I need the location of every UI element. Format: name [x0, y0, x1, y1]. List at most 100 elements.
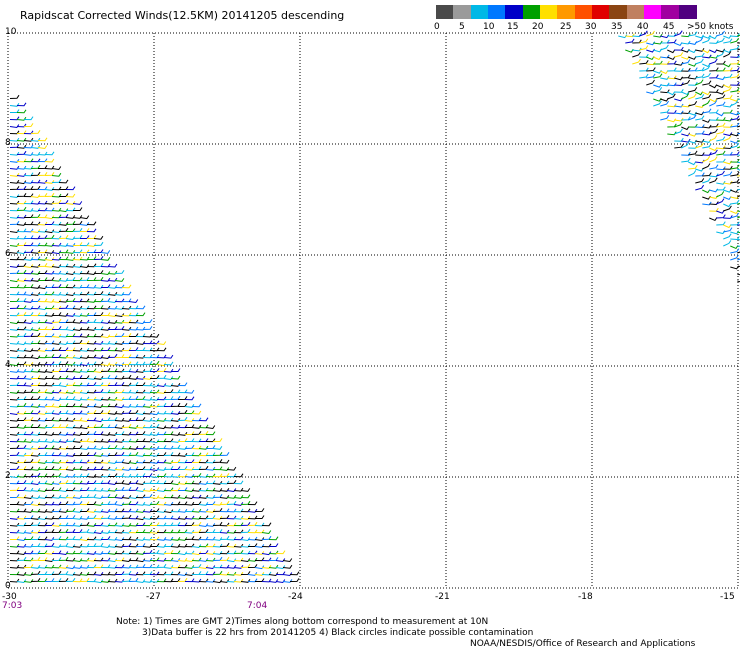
wind-barb [44, 487, 55, 491]
wind-barb [142, 319, 153, 323]
wind-barb [93, 256, 104, 260]
wind-barb [212, 501, 223, 506]
wind-barb [16, 368, 27, 373]
wind-barb [667, 103, 677, 108]
wind-barb [37, 256, 48, 261]
wind-barb [37, 348, 48, 352]
wind-barb [65, 277, 76, 281]
wind-barb [44, 537, 55, 541]
wind-barb [737, 168, 740, 171]
wind-barb [114, 347, 125, 352]
wind-barb [219, 529, 230, 534]
wind-barb [72, 220, 83, 225]
wind-barb [723, 135, 732, 142]
wind-barb [65, 565, 76, 570]
wind-barb [107, 551, 118, 555]
wind-barb [163, 424, 174, 429]
wind-barb [30, 521, 41, 526]
wind-barb [93, 270, 104, 274]
wind-barb [156, 362, 167, 367]
wind-barb [107, 515, 118, 520]
wind-barb [23, 501, 34, 505]
wind-barb [16, 452, 27, 457]
wind-barb [86, 376, 97, 380]
wind-barb [198, 495, 209, 499]
wind-barb [58, 304, 69, 309]
wind-barb [135, 453, 146, 457]
wind-barb [212, 494, 223, 498]
wind-barb [9, 411, 20, 416]
wind-barb [702, 91, 711, 96]
wind-barb [723, 171, 733, 177]
wind-barb [100, 452, 111, 457]
wind-barb [681, 33, 691, 38]
wind-barb [51, 494, 62, 499]
wind-barb [653, 69, 662, 74]
wind-barb [79, 228, 90, 232]
wind-barb [695, 115, 705, 121]
wind-barb [723, 51, 732, 58]
wind-barb [702, 143, 712, 149]
wind-barb [16, 466, 27, 470]
wind-barb [58, 368, 69, 372]
wind-barb [30, 208, 41, 212]
wind-barb [709, 147, 718, 152]
wind-barb [51, 446, 62, 450]
wind-barb [121, 543, 132, 547]
wind-barb [702, 172, 712, 177]
wind-barb [135, 558, 146, 563]
wind-barb [135, 516, 146, 521]
wind-barb [9, 362, 20, 367]
wind-barb [128, 577, 139, 582]
wind-barb [205, 438, 216, 443]
wind-barb [65, 453, 76, 457]
wind-barb [107, 411, 118, 415]
wind-barb [44, 151, 55, 156]
wind-barb [737, 125, 740, 128]
wind-barb [702, 37, 711, 44]
wind-barb [149, 360, 160, 365]
wind-barb [149, 439, 160, 444]
wind-barb [723, 233, 732, 240]
wind-barb [37, 495, 48, 499]
wind-barb [233, 571, 244, 576]
wind-barb [86, 318, 97, 323]
colorbar-swatch [626, 5, 645, 19]
wind-barb [30, 263, 41, 268]
wind-barb [23, 208, 34, 212]
wind-barb [709, 100, 718, 107]
wind-barb [37, 488, 48, 493]
wind-barb [93, 347, 104, 352]
wind-barb [65, 243, 76, 247]
wind-barb [716, 191, 725, 198]
wind-barb [86, 523, 97, 527]
wind-barb [674, 30, 683, 37]
wind-barb [79, 438, 90, 442]
wind-barb [135, 326, 146, 331]
wind-barb [212, 515, 223, 520]
wind-barb [149, 549, 160, 554]
wind-barb [121, 473, 132, 478]
wind-barb [289, 578, 300, 582]
wind-barb [107, 494, 118, 498]
wind-barb [170, 537, 181, 541]
wind-barb [23, 439, 34, 443]
wind-barb [142, 431, 153, 436]
wind-barb [723, 180, 733, 185]
wind-barb [72, 319, 83, 324]
wind-barb [730, 171, 740, 177]
wind-barb [674, 52, 684, 58]
wind-barb [58, 277, 69, 282]
wind-barb [149, 411, 160, 416]
wind-barb [695, 138, 705, 143]
wind-barb [667, 93, 676, 100]
wind-barb [65, 515, 76, 519]
wind-barb [16, 389, 27, 394]
wind-barb [163, 460, 174, 464]
wind-barb [233, 522, 244, 527]
wind-barb [184, 536, 195, 540]
wind-barb [23, 130, 34, 135]
wind-barb [30, 368, 41, 373]
wind-barb [212, 459, 223, 463]
wind-barb [149, 460, 160, 464]
